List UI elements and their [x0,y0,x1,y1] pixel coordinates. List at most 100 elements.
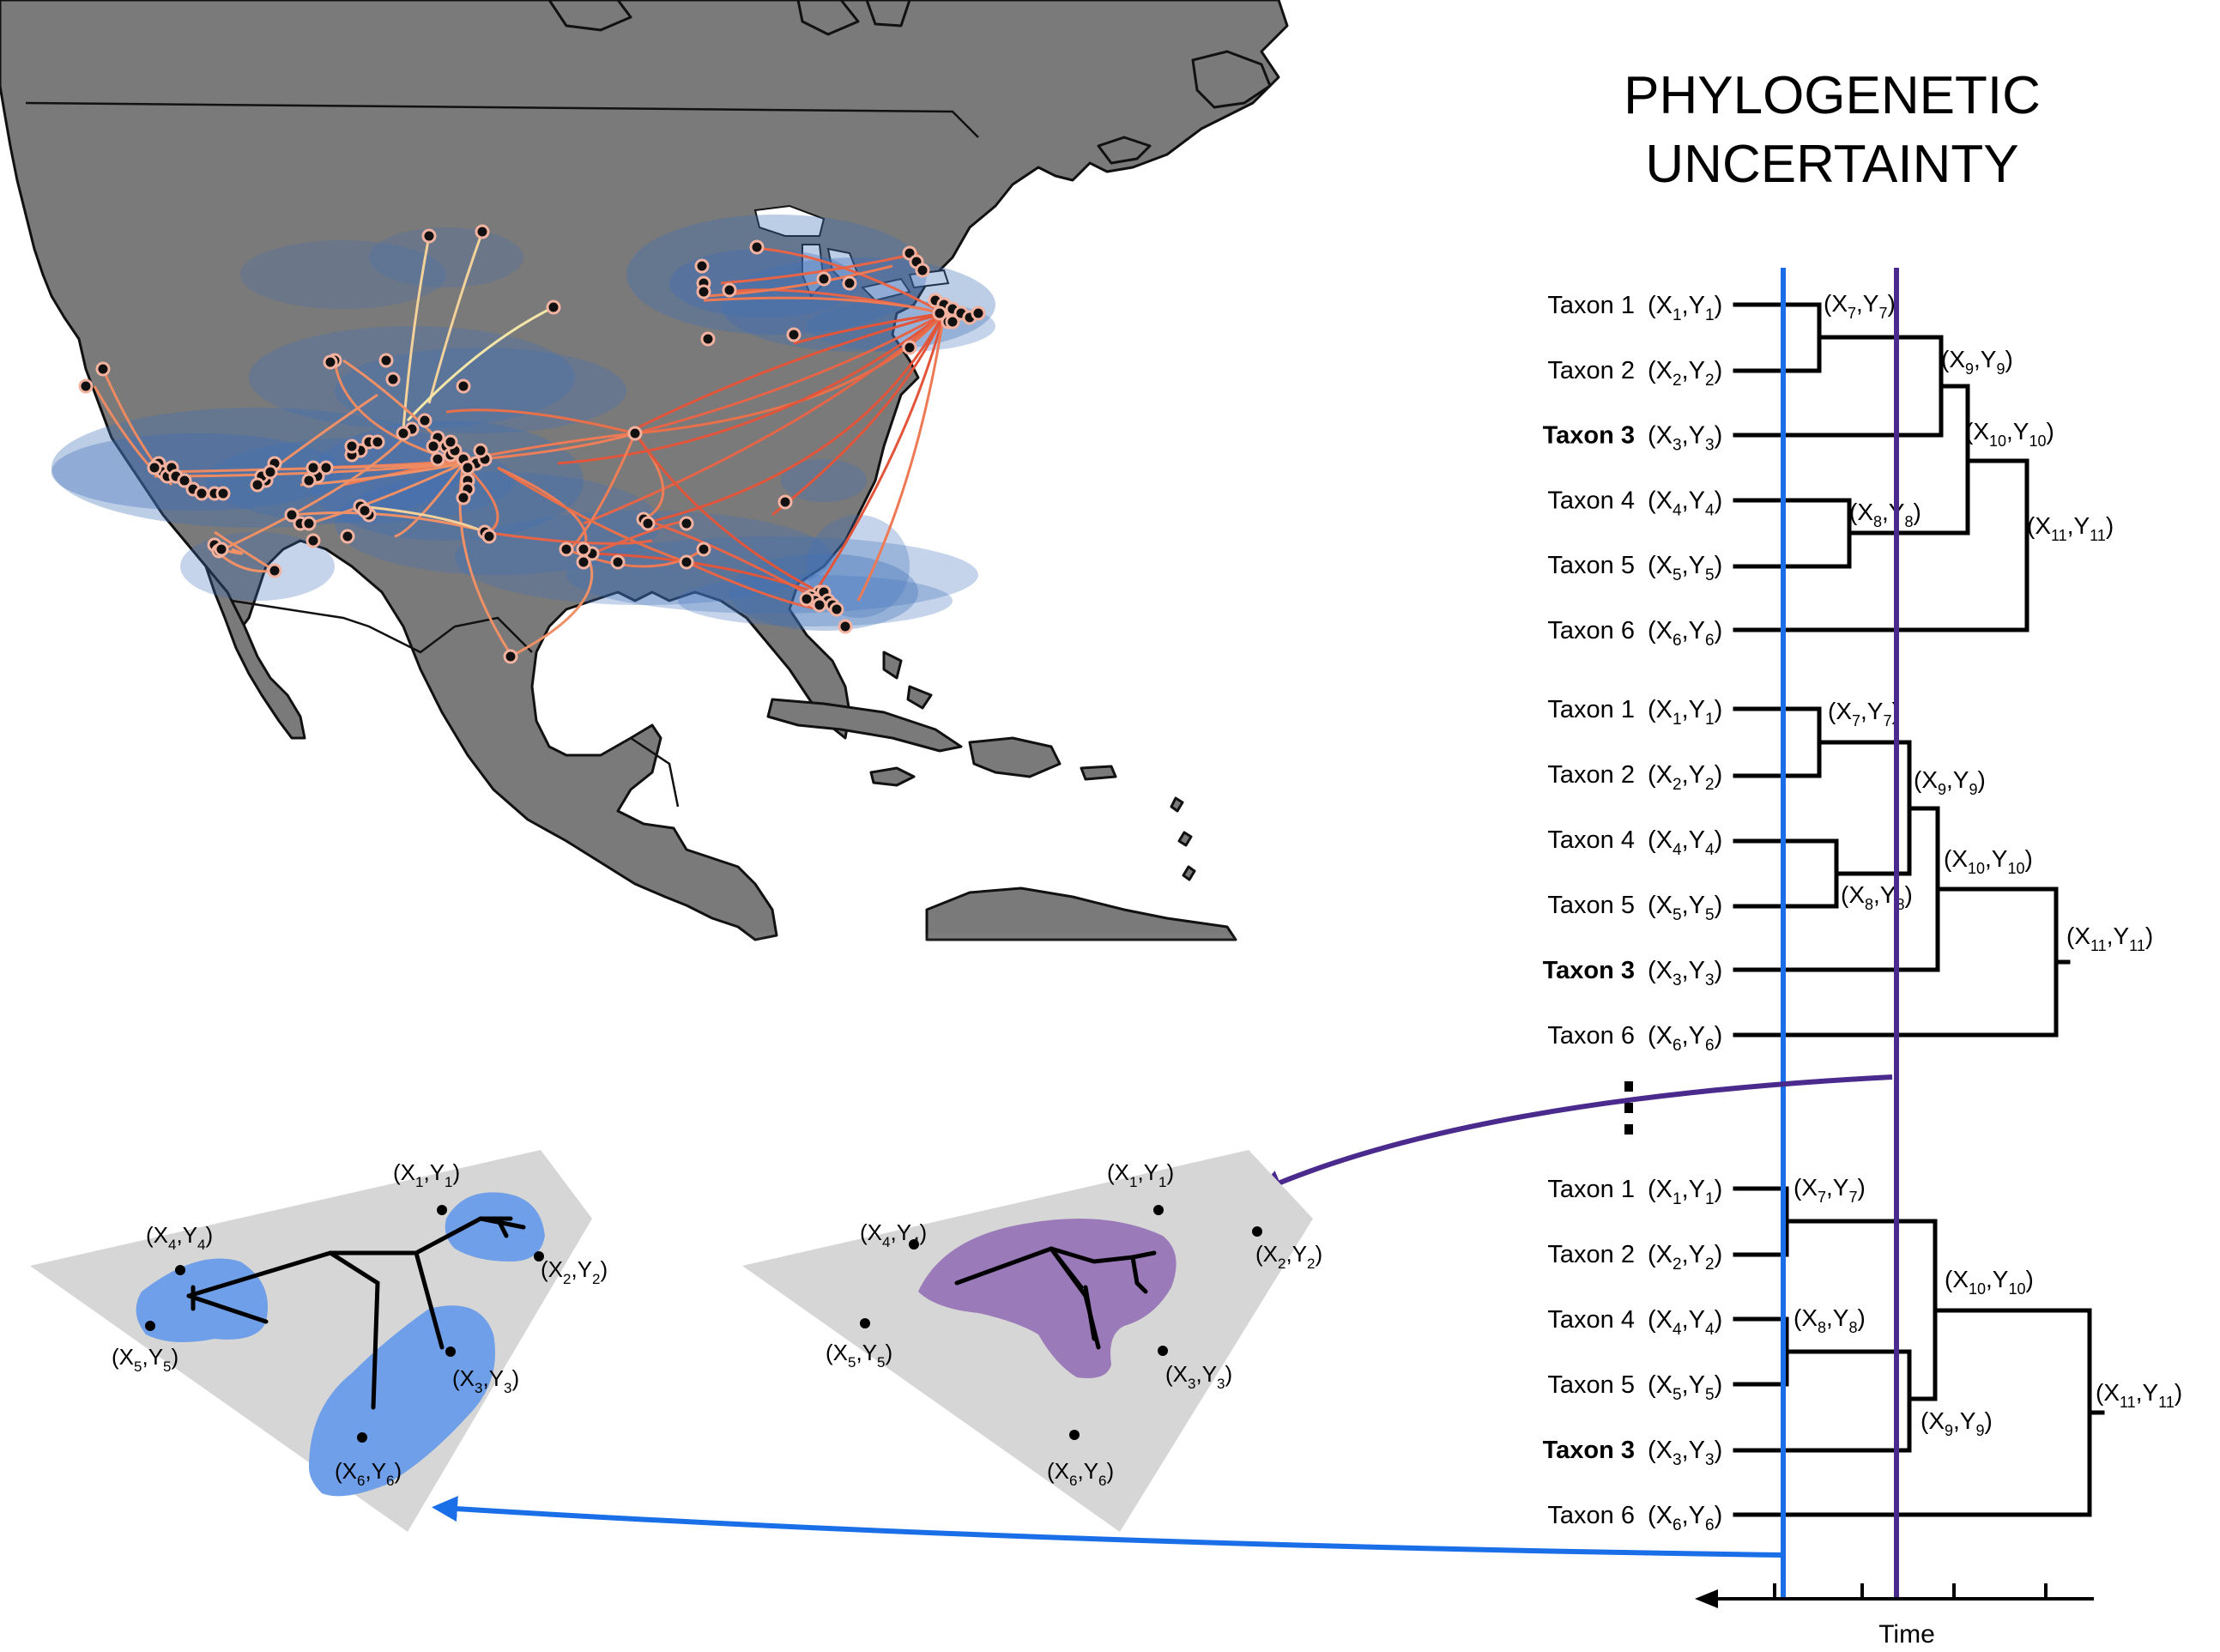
tree-1-taxon-coord: (X1,Y1) [1648,292,1722,324]
tree-3-node-label: (X8,Y8) [1794,1304,1866,1336]
plane-point-label: (X5,Y5) [112,1344,178,1375]
plane-point-label: (X2,Y2) [541,1256,608,1287]
map-white-base [0,944,1339,1090]
time-axis: Time [1695,1583,2094,1649]
blue-range-cluster-1-2 [445,1192,545,1262]
plane-point [145,1321,155,1331]
tree-3-taxon-coord: (X4,Y4) [1648,1306,1722,1339]
tree-1-taxon-coord: (X3,Y3) [1648,422,1722,455]
plane-point [445,1346,456,1357]
tree-3-taxon-label: Taxon 5 [1547,1371,1635,1399]
plane-purple-tree [954,1246,1157,1350]
plane-point-label: (X4,Y4) [146,1222,213,1253]
tree-1-node-label: (X7,Y7) [1824,290,1896,322]
plane-point-label: (X3,Y3) [1165,1361,1232,1392]
tree-2-node-label: (X8,Y8) [1841,881,1913,913]
tree-3-taxon-coord: (X2,Y2) [1648,1241,1722,1274]
blue-arrow [432,1496,1786,1558]
title-line-1: PHYLOGENETIC [1624,66,2041,125]
tree-3-node-label: (X7,Y7) [1794,1174,1866,1206]
plane-point [860,1318,870,1328]
tree-1-taxon-coord: (X6,Y6) [1648,617,1722,650]
tree-2-branches [1733,706,2071,1038]
tree-3-taxon-label: Taxon 6 [1547,1502,1635,1529]
tree-1: Taxon 1 (X1,Y1) Taxon 2 (X2,Y2) Taxon 3 (X3,Y… [1543,290,2114,650]
tree-2-taxon-label: Taxon 4 [1547,826,1635,854]
plane-point-label: (X6,Y6) [335,1458,402,1489]
plane-point [534,1251,544,1262]
tree-1-node-label: (X9,Y9) [1941,346,2013,378]
title: PHYLOGENETIC UNCERTAINTY [1624,66,2041,194]
plane-point [437,1205,447,1215]
north-america-map [0,0,1339,1090]
tree-3-taxon-label: Taxon 3 [1543,1437,1635,1464]
tree-1-taxon-label: Taxon 6 [1547,617,1635,644]
tree-1-taxon-label: Taxon 1 [1547,292,1635,319]
tree-1-node-label: (X11,Y11) [2027,512,2114,544]
tree-1-taxon-coord: (X5,Y5) [1648,552,1722,584]
plane-point-label: (X6,Y6) [1047,1458,1114,1489]
plane-blue-points: (X1,Y1) (X2,Y2) (X3,Y3) (X4,Y4) (X5,Y5) (X6,Y… [112,1159,608,1489]
plane-point [1153,1205,1164,1215]
tree-3-node-label: (X10,Y10) [1945,1266,2034,1298]
map-borders [25,101,979,808]
tree-1-node-label: (X10,Y10) [1965,418,2054,450]
tree-1-node-label: (X8,Y8) [1849,499,1921,530]
tree-3-taxon-coord: (X6,Y6) [1648,1502,1722,1534]
plane-point [909,1239,919,1250]
tree-2-node-label: (X10,Y10) [1944,845,2033,877]
tree-2-taxon-coord: (X5,Y5) [1648,892,1722,924]
time-axis-ticks [1773,1583,2048,1599]
plane-point [1158,1346,1168,1356]
tree-1-taxon-label: Taxon 5 [1547,552,1635,579]
tree-2-taxon-label: Taxon 5 [1547,892,1635,919]
tree-2-taxon-label: Taxon 3 [1543,957,1635,984]
tree-2-node-label: (X11,Y11) [2066,923,2153,954]
time-axis-label: Time [1878,1620,1935,1649]
plane-blue-surface [30,1150,592,1532]
tree-2-taxon-coord: (X6,Y6) [1648,1022,1722,1055]
tree-2-node-label: (X9,Y9) [1914,766,1986,798]
tree-3-taxon-label: Taxon 1 [1547,1176,1635,1203]
tree-2: Taxon 1 (X1,Y1) Taxon 2 (X2,Y2) Taxon 4 (X4,Y… [1543,696,2154,1055]
plane-point-label: (X2,Y2) [1255,1241,1322,1272]
tree-2-taxon-label: Taxon 1 [1547,696,1635,723]
plane-point-label: (X5,Y5) [826,1340,892,1371]
plane-purple-points: (X1,Y1) (X2,Y2) (X3,Y3) (X4,Y4) (X5,Y5) (X6,Y… [826,1159,1322,1489]
tree-3-taxon-coord: (X3,Y3) [1648,1437,1722,1469]
plane-point-label: (X4,Y4) [860,1219,927,1250]
plane-blue-tree [186,1216,526,1410]
purple-arrow [1255,1074,1893,1195]
tree-1-taxon-label: Taxon 4 [1547,487,1635,514]
tree-3-node-label: (X11,Y11) [2096,1379,2182,1411]
plane-point [1069,1430,1080,1440]
tree-3-taxon-coord: (X5,Y5) [1648,1371,1722,1404]
tree-2-taxon-coord: (X3,Y3) [1648,957,1722,989]
tree-3-taxon-label: Taxon 2 [1547,1241,1635,1268]
tree-1-taxon-label: Taxon 2 [1547,357,1635,384]
plane-point [357,1432,367,1443]
tree-3-node-label: (X9,Y9) [1921,1407,1993,1439]
phylogenetic-trees: Taxon 1 (X1,Y1) Taxon 2 (X2,Y2) Taxon 3 (X3,Y… [1543,290,2183,1534]
tree-3-taxon-coord: (X1,Y1) [1648,1176,1722,1208]
tree-2-node-label: (X7,Y7) [1828,698,1900,729]
tree-2-taxon-label: Taxon 6 [1547,1022,1635,1050]
tree-3-taxon-label: Taxon 4 [1547,1306,1635,1334]
ellipsis-dots [1624,1081,1633,1135]
plane-point-label: (X3,Y3) [452,1365,519,1396]
map-land [0,0,1289,941]
tree-2-taxon-coord: (X2,Y2) [1648,761,1722,794]
sample-points [78,224,986,664]
tree-2-taxon-label: Taxon 2 [1547,761,1635,789]
spatial-plane-blue: (X1,Y1) (X2,Y2) (X3,Y3) (X4,Y4) (X5,Y5) (X6,Y… [30,1150,608,1532]
tree-1-taxon-coord: (X4,Y4) [1648,487,1722,519]
time-axis-arrow [1695,1589,1718,1608]
tree-2-taxon-coord: (X4,Y4) [1648,826,1722,859]
tree-1-taxon-coord: (X2,Y2) [1648,357,1722,390]
tree-3-branches [1733,1186,2105,1517]
plane-point-label: (X1,Y1) [1107,1159,1174,1190]
plane-point [1252,1226,1262,1237]
title-line-2: UNCERTAINTY [1645,135,2018,194]
tree-2-taxon-coord: (X1,Y1) [1648,696,1722,729]
